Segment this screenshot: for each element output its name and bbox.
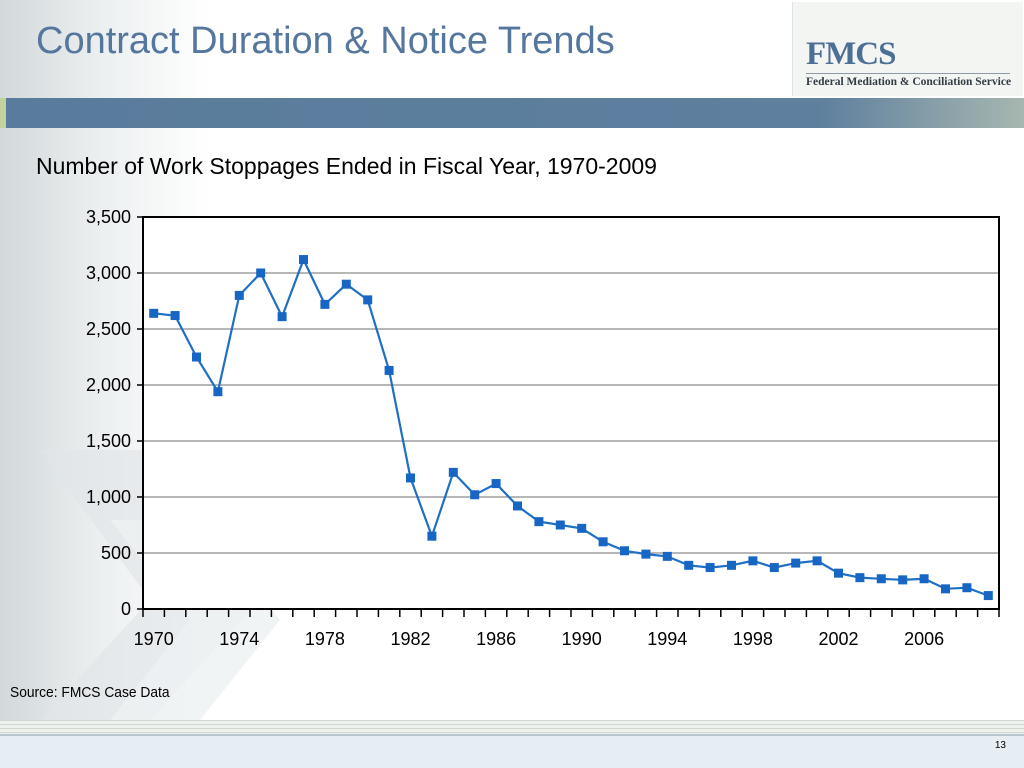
grid-lines <box>143 216 999 609</box>
x-tick-label: 1998 <box>733 629 773 649</box>
x-tick-label: 1974 <box>219 629 259 649</box>
y-tick-label: 3,000 <box>86 263 131 283</box>
x-tick-label: 1990 <box>562 629 602 649</box>
data-point <box>812 556 822 566</box>
data-point <box>898 575 908 585</box>
data-point <box>983 591 993 601</box>
y-tick-label: 500 <box>101 543 131 563</box>
data-point <box>256 268 266 278</box>
series-line <box>153 256 989 597</box>
x-tick-label: 1982 <box>390 629 430 649</box>
data-point <box>705 563 715 573</box>
data-point <box>791 558 801 568</box>
data-point <box>577 523 587 533</box>
data-point <box>213 387 223 397</box>
y-tick-label: 2,500 <box>86 319 131 339</box>
data-point <box>234 290 244 300</box>
data-point <box>962 583 972 593</box>
x-tick-label: 1978 <box>305 629 345 649</box>
tick-marks <box>137 216 1000 617</box>
x-tick-label: 1994 <box>647 629 687 649</box>
x-tick-label: 2006 <box>904 629 944 649</box>
data-point <box>384 365 394 375</box>
y-tick-label: 1,500 <box>86 431 131 451</box>
y-tick-labels: 0 500 1,000 1,500 2,000 2,500 3,000 3,500 <box>86 207 131 619</box>
data-point <box>427 531 437 541</box>
x-tick-label: 1986 <box>476 629 516 649</box>
y-tick-label: 0 <box>121 599 131 619</box>
data-point <box>748 556 758 566</box>
data-point <box>192 352 201 362</box>
data-point <box>598 537 608 547</box>
data-point <box>919 574 929 584</box>
data-point <box>491 479 501 489</box>
data-point <box>555 520 565 530</box>
slide-title: Contract Duration & Notice Trends <box>36 20 615 62</box>
data-point <box>470 490 480 500</box>
source-note: Source: FMCS Case Data <box>10 684 170 701</box>
data-point <box>170 311 180 321</box>
x-tick-label: 1970 <box>134 629 174 649</box>
chart-title: Number of Work Stoppages Ended in Fiscal… <box>36 153 657 179</box>
y-tick-label: 2,000 <box>86 375 131 395</box>
data-point <box>320 299 330 309</box>
series-markers <box>149 255 993 601</box>
data-point <box>406 473 415 483</box>
logo-subtitle: Federal Mediation & Conciliation Service <box>806 76 1012 88</box>
data-point <box>299 255 308 265</box>
data-point <box>684 560 694 570</box>
data-point <box>769 563 779 573</box>
data-point <box>534 517 544 527</box>
logo-mark: FMCS <box>806 36 896 72</box>
data-point <box>513 501 522 511</box>
series-line <box>153 256 989 597</box>
data-point <box>448 467 458 477</box>
data-point <box>727 560 736 570</box>
data-point <box>662 551 672 561</box>
data-point <box>277 312 287 322</box>
data-point <box>363 295 373 305</box>
x-tick-label: 2002 <box>818 629 858 649</box>
plot-area <box>143 217 999 609</box>
data-point <box>620 546 629 556</box>
page-number: 13 <box>994 740 1006 751</box>
data-point <box>855 573 865 583</box>
logo-divider <box>806 73 1010 74</box>
data-point <box>149 308 159 318</box>
y-tick-label: 1,000 <box>86 487 131 507</box>
data-point <box>641 549 651 559</box>
fmcs-logo <box>792 2 1023 96</box>
data-point <box>941 584 950 594</box>
x-tick-labels: 1970 1974 1978 1982 1986 1990 1994 1998 2002 2006 <box>134 629 944 649</box>
title-band <box>0 98 1024 128</box>
data-point <box>341 279 351 289</box>
data-point <box>876 574 886 584</box>
data-point <box>834 568 843 578</box>
y-tick-label: 3,500 <box>86 207 131 227</box>
